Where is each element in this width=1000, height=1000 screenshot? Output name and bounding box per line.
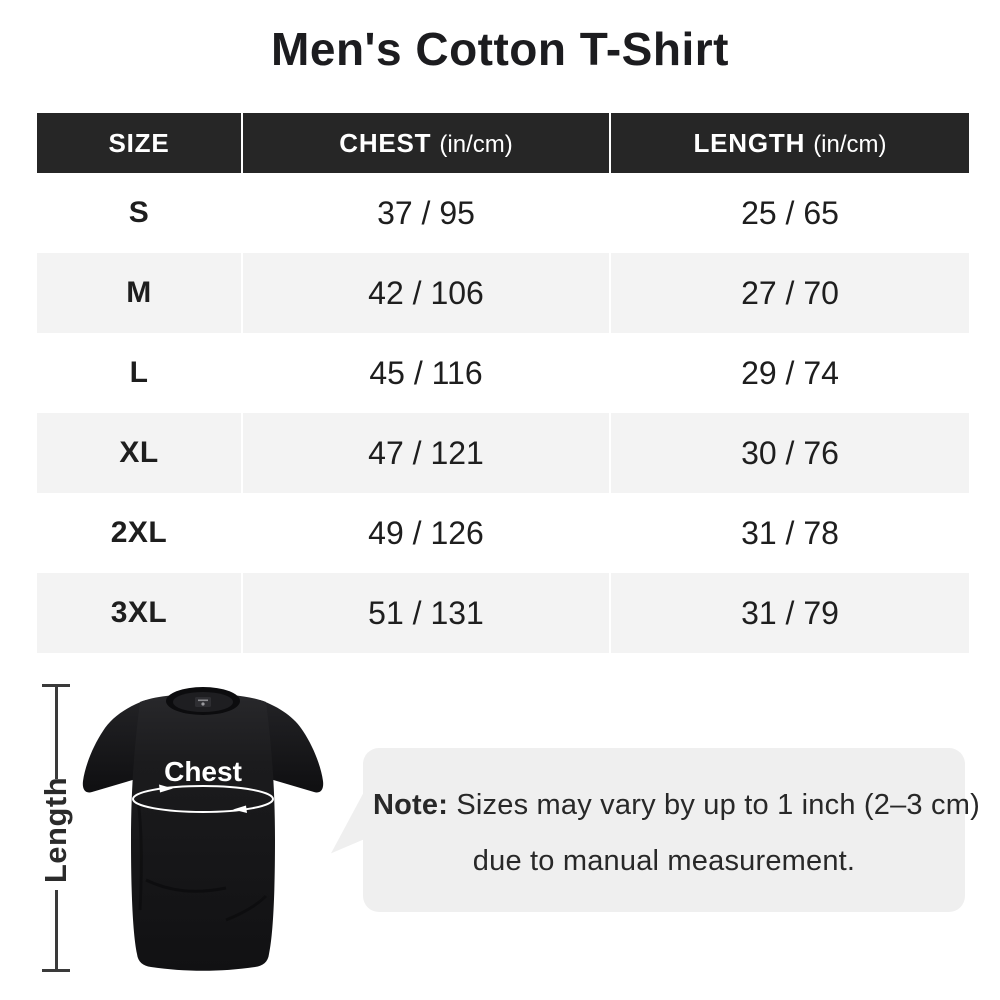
- tshirt-image: Chest: [76, 680, 330, 972]
- column-header-size: SIZE: [37, 113, 241, 173]
- note-bubble-tail: [331, 790, 365, 854]
- column-unit: (in/cm): [813, 130, 887, 158]
- wrinkle-shading: [145, 878, 227, 893]
- chest-arrow-right-icon: [159, 784, 173, 793]
- neck-label-print: [198, 699, 208, 702]
- column-unit: (in/cm): [439, 130, 513, 158]
- chest-label: Chest: [164, 756, 242, 787]
- bracket-line: [54, 684, 58, 779]
- length-cell: 29 / 74: [611, 333, 969, 413]
- size-cell: XL: [37, 413, 241, 493]
- size-cell: L: [37, 333, 241, 413]
- table-header: SIZE CHEST (in/cm) LENGTH (in/cm): [37, 113, 969, 173]
- chest-arrow-left-icon: [233, 805, 247, 813]
- note-prefix: Note:: [373, 789, 449, 821]
- wrinkle-shading: [225, 894, 268, 922]
- chest-cell: 45 / 116: [243, 333, 609, 413]
- chest-cell: 49 / 126: [243, 493, 609, 573]
- tshirt-right-sleeve: [260, 700, 324, 793]
- length-cell: 27 / 70: [611, 253, 969, 333]
- note-line-2: due to manual measurement.: [472, 845, 856, 877]
- tshirt-body: [131, 693, 275, 971]
- note-text: Sizes may vary by up to 1 inch (2–3 cm): [448, 789, 980, 821]
- tshirt-left-sleeve: [82, 700, 146, 793]
- length-cell: 31 / 79: [611, 573, 969, 653]
- table-row: 3XL 51 / 131 31 / 79: [37, 573, 969, 653]
- size-cell: M: [37, 253, 241, 333]
- column-header-length: LENGTH (in/cm): [611, 113, 969, 173]
- tshirt-illustration: Chest: [82, 687, 324, 971]
- page-title: Men's Cotton T-Shirt: [271, 23, 729, 75]
- length-cell: 31 / 78: [611, 493, 969, 573]
- size-cell: 3XL: [37, 573, 241, 653]
- table-row: M 42 / 106 27 / 70: [37, 253, 969, 333]
- size-cell: S: [37, 173, 241, 253]
- chest-cell: 47 / 121: [243, 413, 609, 493]
- neck-label-logo: [201, 702, 205, 706]
- length-measure-bracket: [42, 684, 70, 972]
- column-label: CHEST: [339, 127, 432, 158]
- note-bubble: Note: Sizes may vary by up to 1 inch (2–…: [363, 748, 980, 912]
- column-label: LENGTH: [693, 127, 806, 158]
- bracket-line: [54, 890, 58, 972]
- table-row: S 37 / 95 25 / 65: [37, 173, 969, 253]
- note-line-1: Note: Sizes may vary by up to 1 inch (2–…: [373, 777, 980, 833]
- chest-cell: 51 / 131: [243, 573, 609, 653]
- table-row: 2XL 49 / 126 31 / 78: [37, 493, 969, 573]
- size-cell: 2XL: [37, 493, 241, 573]
- bracket-bottom-cap: [42, 969, 70, 972]
- size-chart-body: S 37 / 95 25 / 65 M 42 / 106 27 / 70 L 4…: [37, 173, 969, 653]
- chest-cell: 42 / 106: [243, 253, 609, 333]
- wrinkle-shading: [136, 799, 143, 911]
- length-cell: 30 / 76: [611, 413, 969, 493]
- column-header-chest: CHEST (in/cm): [243, 113, 609, 173]
- size-chart-table: SIZE CHEST (in/cm) LENGTH (in/cm) S 37 /…: [35, 113, 971, 653]
- chest-cell: 37 / 95: [243, 173, 609, 253]
- length-cell: 25 / 65: [611, 173, 969, 253]
- table-row: XL 47 / 121 30 / 76: [37, 413, 969, 493]
- column-label: SIZE: [108, 127, 170, 158]
- chest-measure-ellipse: [132, 785, 274, 813]
- table-row: L 45 / 116 29 / 74: [37, 333, 969, 413]
